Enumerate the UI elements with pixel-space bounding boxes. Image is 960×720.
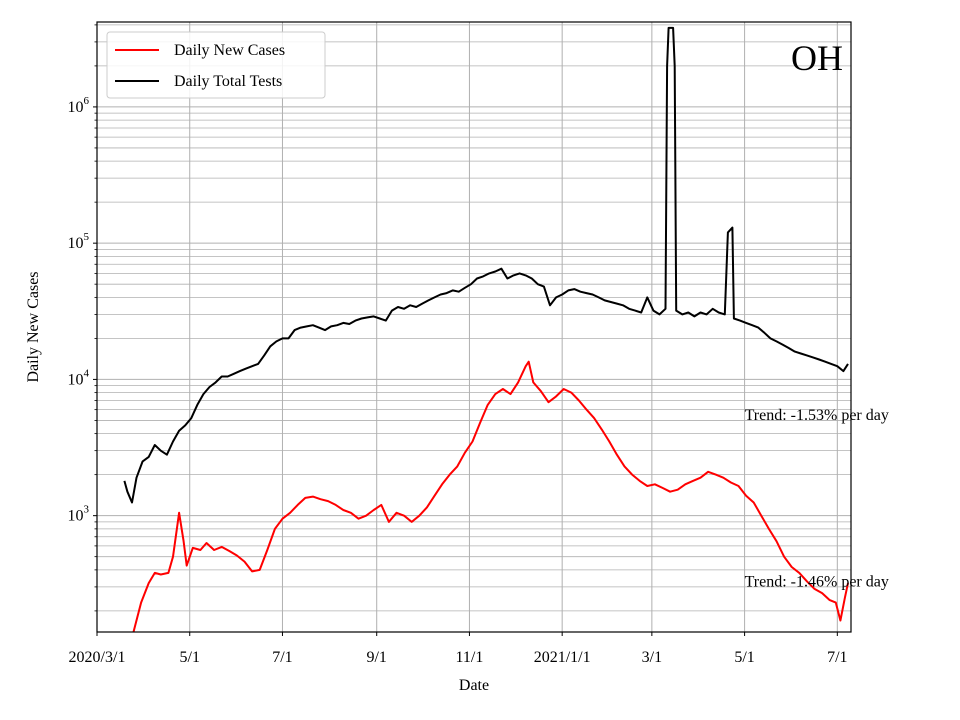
y-tick-label: 104 xyxy=(68,367,90,388)
daily-new-cases-line xyxy=(132,360,849,632)
x-tick-label: 7/1 xyxy=(272,649,292,666)
trend-annotation-2: Trend: -1.46% per day xyxy=(745,573,889,590)
daily-total-tests-line xyxy=(123,26,849,504)
y-axis-label: Daily New Cases xyxy=(25,271,42,382)
x-tick-label: 9/1 xyxy=(366,649,386,666)
trend-annotation-1: Trend: -1.53% per day xyxy=(745,407,889,424)
x-tick-label: 5/1 xyxy=(734,649,754,666)
x-tick-label: 2020/3/1 xyxy=(69,649,126,666)
legend-label-daily-new-cases: Daily New Cases xyxy=(174,42,285,59)
x-tick-label: 2021/1/1 xyxy=(534,649,591,666)
x-axis-label: Date xyxy=(459,677,489,694)
y-tick-label: 105 xyxy=(68,231,90,252)
legend-box xyxy=(106,31,326,99)
series-layer xyxy=(123,26,849,632)
x-tick-label: 7/1 xyxy=(827,649,847,666)
x-tick-label: 3/1 xyxy=(642,649,662,666)
ticks: 103 104 105 106 2020/3/1 5/1 7/1 9/1 11/1 2021/1/… xyxy=(68,24,848,666)
plot-frame xyxy=(96,21,852,633)
grid xyxy=(96,22,851,632)
y-tick-label: 103 xyxy=(68,504,90,525)
y-tick-label: 106 xyxy=(68,95,90,116)
x-tick-label: 5/1 xyxy=(180,649,200,666)
legend: Daily New Cases Daily Total Tests xyxy=(106,31,326,99)
legend-label-daily-total-tests: Daily Total Tests xyxy=(174,73,282,90)
x-tick-label: 11/1 xyxy=(456,649,484,666)
annotations: Trend: -1.53% per day Trend: -1.46% per d… xyxy=(745,407,889,590)
chart-title: OH xyxy=(791,38,843,78)
